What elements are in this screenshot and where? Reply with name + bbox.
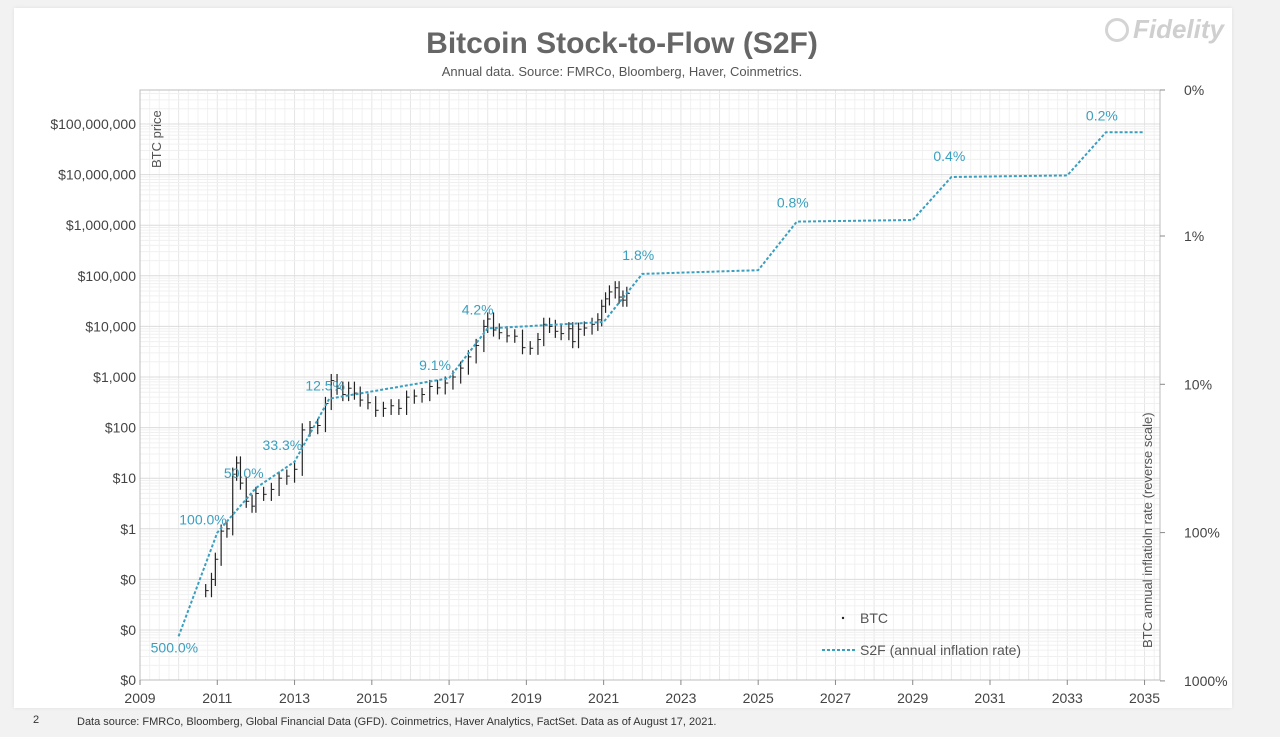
y2-axis-label: BTC annual inflatioln rate (reverse scal… [1140, 412, 1155, 648]
x-tick-label: 2027 [820, 690, 851, 706]
s2f-label: 12.5% [305, 378, 345, 394]
s2f-label: 4.2% [462, 301, 494, 317]
y-tick-label: $0 [120, 571, 136, 587]
plot-frame [139, 89, 1161, 681]
y-tick-label: $100 [105, 420, 136, 436]
x-tick-label: 2029 [897, 690, 928, 706]
s2f-labels: 500.0% 100.0% 50.0% 33.3% 12.5% 9.1% 4.2% 1.8% 0… [151, 107, 1118, 655]
y-tick-label: $100,000 [78, 268, 137, 284]
s2f-label: 1.8% [622, 247, 654, 263]
x-tick-label: 2031 [974, 690, 1005, 706]
fidelity-mark-icon [1104, 17, 1129, 42]
y2-tick-label: 1% [1184, 228, 1204, 244]
s2f-label: 9.1% [419, 357, 451, 373]
y2-tick-label: 1000% [1184, 673, 1228, 689]
s2f-chart: Bitcoin Stock-to-Flow (S2F) Annual data.… [50, 27, 1228, 706]
s2f-label: 500.0% [151, 639, 198, 655]
s2f-label: 0.4% [933, 148, 965, 164]
x-tick-label: 2033 [1052, 690, 1083, 706]
x-tick-label: 2017 [434, 690, 465, 706]
x-tick-label: 2035 [1129, 690, 1160, 706]
logo-text: Fidelity [1132, 14, 1224, 44]
s2f-series [177, 131, 1145, 637]
y-tick-label: $1 [120, 521, 136, 537]
y-axis-label: BTC price [149, 110, 164, 168]
x-axis-ticks: 2009 2011 2013 2015 2017 2019 2021 2023 2025 2027… [124, 680, 1160, 706]
s2f-label: 0.2% [1086, 107, 1118, 123]
x-tick-label: 2025 [743, 690, 774, 706]
s2f-label: 33.3% [263, 437, 303, 453]
s2f-label: 100.0% [179, 512, 226, 528]
y2-tick-label: 0% [1184, 82, 1204, 98]
y-tick-label: $10,000 [85, 318, 136, 334]
x-tick-label: 2011 [202, 690, 232, 706]
x-tick-label: 2013 [279, 690, 310, 706]
y-tick-label: $1,000,000 [66, 217, 136, 233]
y-tick-label: $0 [120, 672, 136, 688]
page-number: 2 [33, 714, 40, 726]
y-tick-label: $0 [120, 622, 136, 638]
y-axis-ticks: $0 $0 $0 $1 $10 $100 $1,000 $10,000 $100,000 $1,0… [50, 116, 136, 688]
y-tick-label: $100,000,000 [50, 116, 136, 132]
y2-axis-ticks: 1000% 100% 10% 1% 0% [1160, 82, 1228, 689]
x-tick-label: 2021 [588, 690, 619, 706]
footer: 2 Data source: FMRCo, Bloomberg, Global … [0, 712, 1280, 732]
s2f-line [177, 131, 1145, 637]
x-tick-label: 2019 [511, 690, 542, 706]
btc-series [205, 281, 630, 598]
fidelity-logo: Fidelity [1104, 14, 1224, 45]
legend-s2f-label: S2F (annual inflation rate) [860, 642, 1021, 658]
y2-tick-label: 100% [1184, 525, 1220, 541]
x-tick-label: 2023 [665, 690, 696, 706]
plot-border [139, 89, 1161, 681]
data-source-footnote: Data source: FMRCo, Bloomberg, Global Fi… [77, 716, 717, 728]
chart-grid [139, 90, 1160, 680]
chart-legend: BTC S2F (annual inflation rate) [822, 610, 1021, 658]
y-tick-label: $1,000 [93, 369, 136, 385]
legend-btc-label: BTC [860, 610, 888, 626]
x-tick-label: 2009 [124, 690, 155, 706]
chart-subtitle: Annual data. Source: FMRCo, Bloomberg, H… [442, 64, 803, 79]
y-tick-label: $10 [113, 470, 137, 486]
s2f-label: 50.0% [224, 465, 264, 481]
x-tick-label: 2015 [356, 690, 387, 706]
y2-tick-label: 10% [1184, 376, 1212, 392]
legend-btc-marker [841, 616, 845, 620]
y-tick-label: $10,000,000 [58, 167, 136, 183]
s2f-label: 0.8% [777, 195, 809, 211]
chart-title: Bitcoin Stock-to-Flow (S2F) [426, 27, 818, 60]
